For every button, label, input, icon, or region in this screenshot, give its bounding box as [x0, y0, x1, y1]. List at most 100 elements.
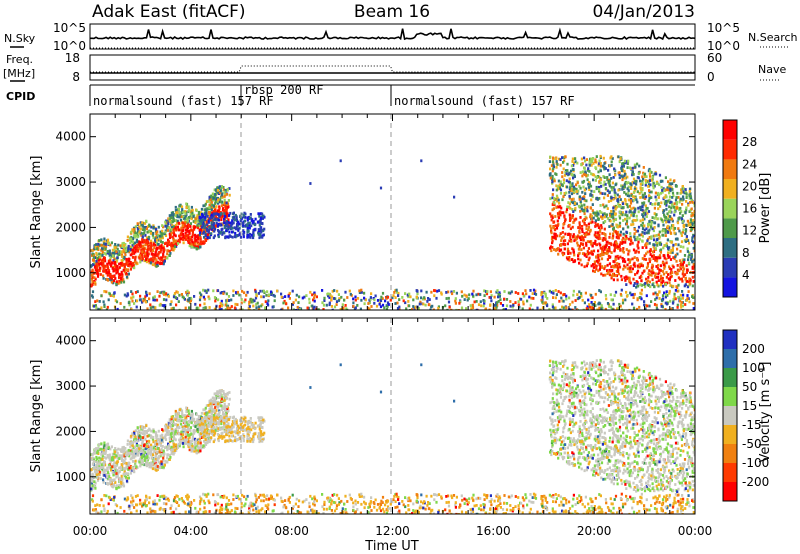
- power-cell: [558, 212, 561, 216]
- power-cell: [627, 225, 630, 229]
- power-cell: [207, 228, 210, 232]
- power-cell: [617, 155, 620, 159]
- power-cell: [208, 206, 211, 209]
- power-cell: [648, 236, 651, 239]
- power-cell: [311, 293, 314, 297]
- power-cell: [165, 298, 168, 302]
- power-cell: [692, 263, 695, 266]
- power-cell: [352, 297, 355, 301]
- power-cell: [598, 188, 601, 191]
- power-cell: [201, 212, 204, 216]
- power-cell: [234, 302, 237, 306]
- power-cell: [182, 224, 185, 228]
- power-cell: [637, 172, 640, 176]
- power-cell: [327, 294, 330, 298]
- power-cell: [661, 229, 664, 233]
- power-cell: [489, 304, 492, 307]
- power-cell: [138, 298, 142, 302]
- power-cell: [139, 254, 142, 258]
- power-cell: [136, 222, 139, 225]
- power-cell: [612, 197, 615, 201]
- power-cell: [212, 222, 215, 226]
- power-cell: [650, 222, 653, 226]
- power-cell: [95, 243, 98, 246]
- power-cell: [653, 238, 656, 242]
- power-cell: [633, 181, 636, 185]
- power-cell: [90, 264, 93, 267]
- power-cell: [585, 241, 588, 245]
- power-cell: [632, 206, 635, 210]
- power-cell: [668, 182, 671, 185]
- power-cell: [331, 308, 334, 310]
- power-cell: [655, 180, 659, 184]
- power-cell: [602, 213, 605, 217]
- power-cell: [105, 277, 108, 281]
- power-cell: [97, 307, 100, 310]
- power-cell: [412, 305, 415, 308]
- power-cell: [558, 299, 561, 303]
- power-cell: [598, 175, 601, 179]
- velocity-cell: [95, 510, 98, 514]
- power-cell: [252, 304, 255, 308]
- power-cell: [532, 297, 535, 300]
- power-cell: [235, 217, 238, 221]
- freq-tick-bottom: 8: [72, 70, 80, 84]
- power-cell: [590, 294, 593, 297]
- power-cell: [227, 199, 230, 202]
- power-cell: [123, 263, 126, 266]
- power-cell: [128, 238, 132, 241]
- power-cell: [641, 205, 644, 209]
- power-cell: [145, 220, 148, 224]
- power-cell: [679, 249, 682, 253]
- power-cell: [483, 301, 486, 305]
- power-cell: [553, 228, 557, 232]
- power-cell: [184, 306, 187, 310]
- power-cell: [601, 265, 604, 268]
- power-cell: [640, 279, 643, 283]
- power-cell: [132, 262, 135, 266]
- power-cell: [143, 298, 146, 301]
- power-cell: [616, 270, 620, 273]
- power-cell: [685, 237, 688, 241]
- power-cell: [129, 247, 132, 251]
- power-cell: [665, 203, 668, 207]
- power-cell: [132, 295, 135, 299]
- power-cell: [625, 181, 628, 185]
- power-cell: [667, 218, 670, 222]
- power-cell: [616, 264, 619, 268]
- power-cell: [594, 265, 597, 268]
- power-cell: [644, 179, 647, 182]
- power-cell: [108, 278, 111, 281]
- power-cell: [589, 192, 592, 196]
- power-cell: [619, 230, 622, 234]
- power-cell: [93, 254, 96, 258]
- velocity-cell: [328, 505, 331, 509]
- power-cell: [644, 183, 647, 187]
- power-cell: [549, 246, 552, 250]
- power-cell: [553, 248, 556, 251]
- velocity-cell: [465, 499, 468, 503]
- power-cell: [496, 301, 499, 304]
- power-cell: [677, 217, 680, 220]
- power-cell: [210, 225, 213, 229]
- power-cell: [607, 200, 610, 203]
- power-cell: [129, 267, 132, 271]
- power-cell: [250, 219, 253, 222]
- power-cell: [309, 290, 312, 294]
- power-cell: [255, 294, 258, 298]
- power-cell: [620, 184, 623, 188]
- power-cell: [681, 296, 684, 300]
- velocity-cell: [172, 499, 176, 503]
- power-cell: [684, 211, 687, 214]
- power-cell: [222, 207, 225, 210]
- power-cell: [261, 212, 264, 216]
- power-cell: [662, 209, 666, 212]
- power-cell: [252, 298, 255, 302]
- power-cell: [563, 174, 567, 177]
- power-cell: [632, 296, 635, 299]
- velocity-cell: [405, 511, 408, 514]
- velocity-cell: [360, 495, 363, 498]
- power-cell: [550, 249, 553, 253]
- power-cell: [177, 300, 180, 303]
- power-cell: [556, 187, 560, 191]
